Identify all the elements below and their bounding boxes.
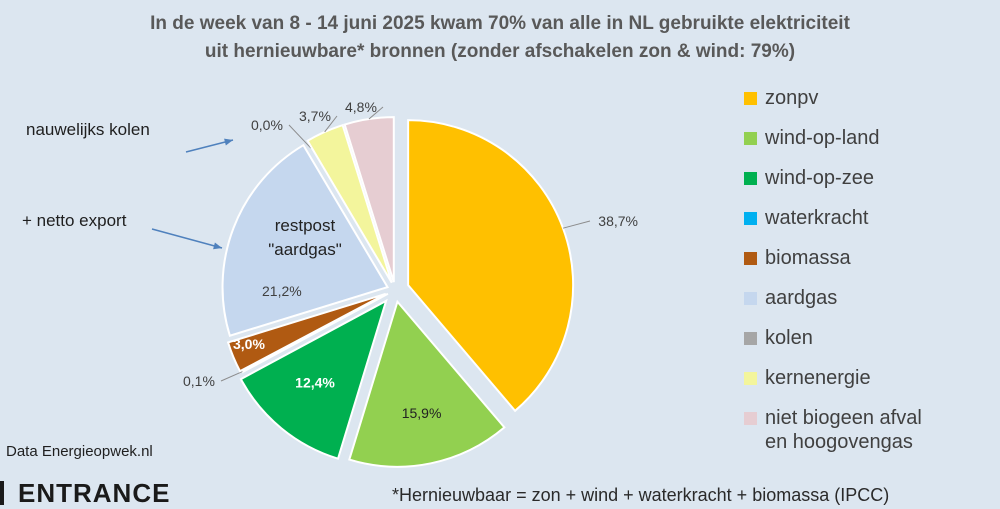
legend-swatch-waterkracht [744,212,757,225]
logo-text: ENTRANCE [18,478,171,508]
legend-swatch-zonpv [744,92,757,105]
legend-swatch-biomassa [744,252,757,265]
legend-item-waterkracht: waterkracht [744,206,922,246]
leader-line-waterkracht [220,371,243,382]
legend-item-wind-op-zee: wind-op-zee [744,166,922,206]
leader-line-kernenergie [324,115,338,133]
legend-swatch-aardgas [744,292,757,305]
legend-swatch-kernenergie [744,372,757,385]
chart-title: In de week van 8 - 14 juni 2025 kwam 70%… [0,10,1000,66]
footnote: *Hernieuwbaar = zon + wind + waterkracht… [392,485,890,505]
legend-label-aardgas: aardgas [765,287,838,309]
leader-line-zonpv [562,220,591,229]
leader-line-kolen [288,124,312,149]
chart-title-line-2: uit hernieuwbare* bronnen (zonder afscha… [204,41,796,62]
legend-item-aardgas: aardgas [744,286,922,326]
pie-slice-wind-op-zee [239,298,388,460]
data-label-biomassa: 3,0% [233,336,265,352]
data-label-wind-op-land: 15,9% [402,405,442,421]
leader-line-niet-biogeen-afval [368,106,384,120]
legend-label-zonpv: zonpv [765,87,819,109]
legend-swatch-niet-biogeen-afval [744,412,757,425]
legend-item-wind-op-land: wind-op-land [744,126,922,166]
aardgas-center-label: restpost "aardgas" [268,216,342,259]
data-label-zonpv: 38,7% [598,213,638,229]
pie-slice-aardgas [221,143,390,337]
annotation-netto-export: + netto export [22,211,127,230]
legend-swatch-kolen [744,332,757,345]
legend-label-niet-biogeen-afval: niet biogeen afval en hoogovengas [765,407,922,453]
legend-swatch-wind-op-zee [744,172,757,185]
legend-item-niet-biogeen-afval: niet biogeen afval en hoogovengas [744,406,922,453]
chart-title-line-1: In de week van 8 - 14 juni 2025 kwam 70%… [150,13,850,34]
pie-slice-zonpv [407,119,575,413]
pie-slice-wind-op-land [348,299,506,468]
legend-item-kernenergie: kernenergie [744,366,922,406]
data-label-niet-biogeen-afval: 4,8% [345,99,377,115]
data-label-waterkracht: 0,1% [183,373,215,389]
data-label-kolen: 0,0% [251,117,283,133]
data-source: Data Energieopwek.nl [6,443,153,460]
legend-item-kolen: kolen [744,326,922,366]
legend-label-kernenergie: kernenergie [765,367,871,389]
legend: zonpv wind-op-land wind-op-zee waterkracht b… [744,86,922,453]
arrow-nauwelijks-kolen-icon [185,138,234,153]
data-label-wind-op-zee: 12,4% [295,375,335,391]
legend-label-kolen: kolen [765,327,813,349]
entrance-logo: ENTRANCE [0,478,170,509]
legend-item-zonpv: zonpv [744,86,922,126]
pie-slice-niet-biogeen-afval [343,116,395,283]
legend-item-biomassa: biomassa [744,246,922,286]
legend-swatch-wind-op-land [744,132,757,145]
annotation-nauwelijks-kolen: nauwelijks kolen [26,120,150,139]
legend-label-wind-op-land: wind-op-land [765,127,880,149]
pie-slice-biomassa [226,292,387,373]
data-label-aardgas: 21,2% [262,283,302,299]
logo-mark-icon [0,481,4,505]
arrow-netto-export-icon [151,228,223,250]
data-label-kernenergie: 3,7% [299,108,331,124]
legend-label-biomassa: biomassa [765,247,851,269]
legend-label-wind-op-zee: wind-op-zee [765,167,874,189]
legend-label-waterkracht: waterkracht [765,207,869,229]
